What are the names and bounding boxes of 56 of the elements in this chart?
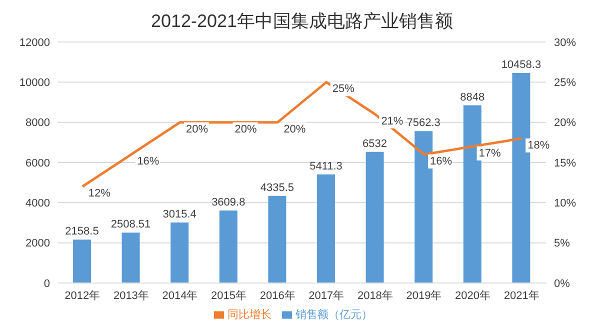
bar	[512, 72, 530, 283]
data-label: 2508.51	[110, 218, 151, 231]
chart-title: 2012-2021年中国集成电路产业销售额	[150, 10, 454, 33]
bar	[317, 174, 335, 283]
x-tick-label: 2019年	[406, 290, 442, 302]
data-label: 7562.3	[406, 117, 440, 130]
y2-tick-label: 25%	[554, 77, 576, 90]
data-label: 8848	[460, 91, 485, 104]
bar	[268, 196, 286, 283]
data-label: 2158.5	[65, 226, 99, 238]
x-tick-label: 2014年	[162, 290, 198, 302]
y2-tick-label: 30%	[554, 36, 576, 49]
legend-label: 同比增长	[228, 309, 272, 321]
data-label: 12%	[88, 188, 111, 200]
data-label: 20%	[284, 123, 306, 136]
data-label: 20%	[186, 123, 208, 136]
y-tick-label: 2000	[26, 238, 50, 250]
bar	[463, 105, 482, 283]
y-tick-label: 8000	[26, 117, 50, 130]
x-tick-label: 2020年	[455, 290, 491, 302]
y2-tick-label: 10%	[554, 198, 576, 210]
data-label: 16%	[137, 155, 160, 168]
data-label: 6532	[362, 138, 388, 150]
data-label: 10458.3	[501, 58, 542, 71]
data-label: 4335.5	[260, 182, 294, 194]
data-label: 21%	[381, 115, 404, 128]
y-tick-label: 12000	[19, 36, 50, 49]
y2-tick-label: 15%	[554, 157, 576, 170]
data-label: 3015.4	[162, 208, 196, 220]
y2-tick-label: 5%	[554, 238, 570, 250]
data-label: 5411.3	[310, 160, 342, 172]
x-tick-label: 2018年	[357, 290, 393, 302]
data-label: 3609.8	[212, 196, 246, 209]
x-tick-label: 2017年	[308, 290, 344, 302]
y-tick-label: 10000	[19, 77, 50, 90]
y-tick-label: 6000	[26, 157, 50, 170]
bar	[219, 210, 238, 283]
y2-tick-label: 20%	[554, 117, 576, 130]
y2-tick-label: 0%	[554, 278, 570, 290]
data-label: 25%	[332, 83, 355, 96]
bar	[122, 232, 140, 283]
y-tick-label: 0	[44, 278, 50, 290]
x-tick-label: 2016年	[260, 290, 296, 302]
x-tick-label: 2021年	[504, 290, 540, 302]
y-tick-label: 4000	[26, 198, 50, 210]
data-label: 17%	[478, 147, 502, 160]
bar	[170, 222, 189, 283]
data-label: 16%	[430, 155, 452, 168]
data-label: 18%	[528, 139, 550, 152]
x-tick-label: 2015年	[211, 290, 247, 302]
x-tick-label: 2013年	[113, 290, 149, 302]
legend-label: 销售额（亿元）	[296, 309, 372, 321]
x-tick-label: 2012年	[64, 290, 100, 302]
bar	[73, 240, 91, 283]
data-label: 20%	[234, 123, 258, 136]
bar	[366, 152, 384, 283]
